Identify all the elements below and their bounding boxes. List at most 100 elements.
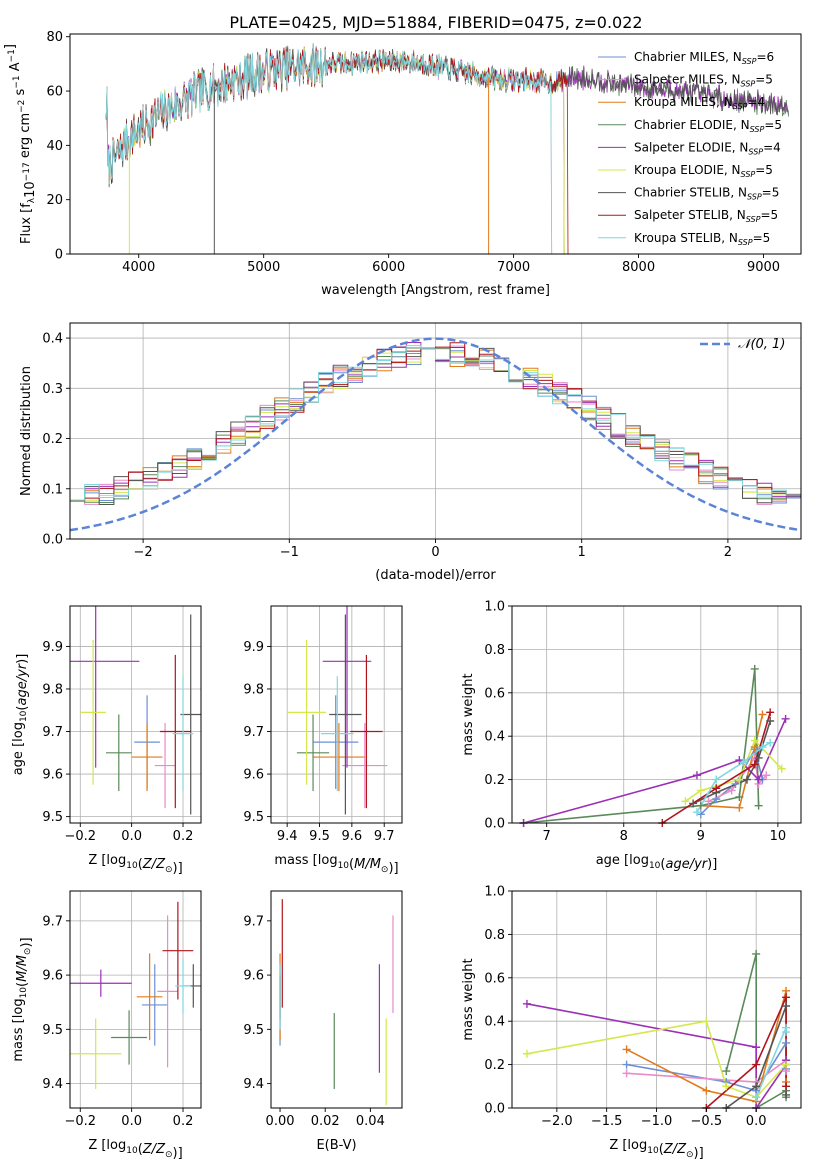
- x-tick-label: 9.5: [309, 829, 330, 844]
- weight-marker: [692, 771, 701, 780]
- label-part: 10: [19, 987, 29, 999]
- weight-marker: [781, 714, 790, 723]
- weight-marker: [696, 801, 705, 810]
- legend-sub: SSP: [741, 170, 756, 179]
- y-axis-label: mass [log10(M/M⊙)]: [11, 937, 34, 1061]
- x-tick-label: 9.4: [277, 829, 298, 844]
- label-part: )]: [694, 1146, 704, 1161]
- x-axis-label: mass [log10(M/M⊙)]: [274, 853, 398, 876]
- weight-marker: [750, 760, 759, 769]
- label-part: ⊙: [381, 865, 389, 875]
- legend-sub: SSP: [741, 80, 756, 89]
- x-tick-label: 7: [543, 829, 551, 844]
- x-tick-label: 9.7: [374, 829, 395, 844]
- y-tick-label: 0.4: [484, 1015, 505, 1030]
- y-tick-label: 40: [46, 139, 63, 154]
- y-tick-label: 0.8: [484, 643, 505, 658]
- weight-marker: [702, 1017, 711, 1026]
- legend-sub: SSP: [748, 147, 763, 156]
- y-tick-label: 0.4: [42, 332, 63, 347]
- legend-nssp: =5: [755, 73, 773, 87]
- x-tick-label: 0.02: [311, 1114, 340, 1129]
- y-axis-label: mass weight: [461, 673, 476, 755]
- label-part: Z [log: [88, 853, 126, 868]
- y-tick-label: 0.2: [484, 773, 505, 788]
- y-tick-label: 0.0: [484, 817, 505, 832]
- axes-frame: [69, 890, 202, 1109]
- x-tick-label: 5000: [247, 260, 280, 275]
- spectrum-series: [105, 42, 553, 254]
- figure-title: PLATE=0425, MJD=51884, FIBERID=0475, z=0…: [229, 13, 642, 32]
- normal-reference-curve: [70, 337, 801, 532]
- y-tick-label: 9.7: [243, 725, 264, 740]
- label-part: )]: [19, 937, 34, 947]
- weight-marker: [777, 764, 786, 773]
- weight-marker: [735, 803, 744, 812]
- label-part: (: [15, 706, 30, 711]
- weight-marker: [702, 1086, 711, 1095]
- label-part: mass weight: [461, 958, 476, 1040]
- x-axis-label: wavelength [Angstrom, rest frame]: [321, 283, 550, 298]
- weight-marker: [758, 743, 767, 752]
- y-tick-label: 9.6: [42, 969, 63, 984]
- label-part: ⊙: [165, 865, 173, 875]
- legend-sub: SSP: [750, 125, 765, 134]
- weight-marker: [735, 792, 744, 801]
- x-axis-label: age [log10(age/yr)]: [596, 853, 718, 872]
- x-tick-label: 0.2: [173, 829, 194, 844]
- y-tick-label: 9.7: [42, 914, 63, 929]
- weight-marker: [727, 786, 736, 795]
- y-tick-label: 9.7: [243, 914, 264, 929]
- weight-marker: [522, 999, 531, 1008]
- label-part: )]: [388, 861, 398, 876]
- y-tick-label: 9.5: [243, 810, 264, 825]
- x-axis-label: Z [log10(Z/Z⊙)]: [88, 853, 182, 876]
- label-part: mass weight: [461, 673, 476, 755]
- weight-series: [523, 668, 760, 823]
- label-part: (: [138, 857, 143, 872]
- weight-marker: [782, 1090, 791, 1099]
- label-part: (: [659, 1142, 664, 1157]
- label-part: −1: [12, 75, 22, 88]
- x-tick-label: −0.2: [64, 829, 96, 844]
- x-tick-label: −1.0: [641, 1114, 673, 1129]
- weight-marker: [762, 771, 771, 780]
- label-part: 10: [23, 181, 38, 198]
- y-axis-label: age [log10(age/yr)]: [11, 654, 30, 776]
- label-part: 10: [126, 861, 138, 871]
- legend-name: Chabrier ELODIE, N: [634, 118, 750, 132]
- x-tick-label: 0.0: [121, 829, 142, 844]
- y-axis-label: mass weight: [461, 958, 476, 1040]
- age-vs-metallicity-plot: −0.2 0.0 0.29.59.69.79.89.9Z [log10(Z/Z⊙)]…: [11, 605, 202, 876]
- y-tick-label: 9.9: [42, 640, 63, 655]
- axes-frame: [270, 890, 403, 1109]
- x-tick-label: 9.6: [342, 829, 363, 844]
- legend-name: Chabrier STELIB, N: [634, 186, 747, 200]
- y-axis-label: Normed distribution: [19, 366, 34, 496]
- label-part: ]: [3, 44, 18, 49]
- x-tick-label: −1.5: [591, 1114, 623, 1129]
- x-tick-label: 1: [578, 545, 586, 560]
- x-axis-label: Z [log10(Z/Z⊙)]: [88, 1138, 182, 1161]
- plot-area: [287, 606, 388, 815]
- axes-frame: [511, 605, 802, 824]
- y-tick-label: 9.5: [42, 1023, 63, 1038]
- legend-entry: Chabrier ELODIE, NSSP=5: [634, 118, 782, 134]
- x-tick-label: 6000: [372, 260, 405, 275]
- label-part: )]: [707, 857, 717, 872]
- weight-marker: [622, 1060, 631, 1069]
- weight-marker: [712, 784, 721, 793]
- legend-sub: SSP: [738, 238, 753, 247]
- legend-entry: Salpeter STELIB, NSSP=5: [634, 208, 778, 224]
- y-tick-label: 0.3: [42, 382, 63, 397]
- label-part: 10: [338, 861, 350, 871]
- label-part: )]: [173, 861, 183, 876]
- weight-marker: [681, 797, 690, 806]
- x-tick-label: 0.0: [746, 1114, 767, 1129]
- weight-marker: [752, 1093, 761, 1102]
- legend-entry: Kroupa ELODIE, NSSP=5: [634, 163, 773, 179]
- legend-sub: SSP: [742, 57, 757, 66]
- label-part: (data-model)/error: [375, 568, 496, 583]
- weight-marker: [754, 775, 763, 784]
